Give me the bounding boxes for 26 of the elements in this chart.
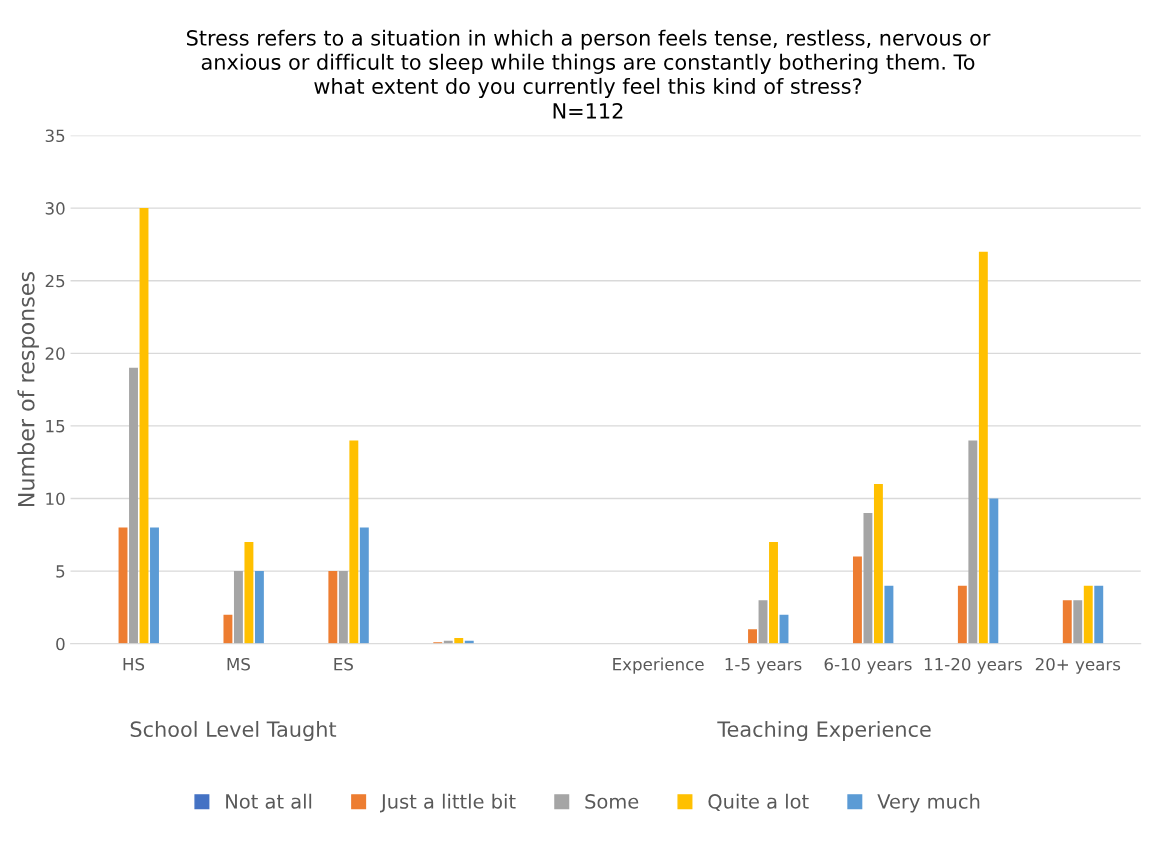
x-tick-label: 6-10 years	[824, 657, 912, 674]
x-tick-label: 20+ years	[1035, 657, 1121, 674]
legend-label: Quite a lot	[708, 793, 809, 812]
legend-label: Not at all	[226, 793, 312, 809]
chart-subtitle: N=112	[553, 103, 623, 119]
chart-title: Stress refers to a situation in which a person feels tense, restless, nervous or anxious or difficult to sleep while things are constantly bothering them. To what extent do you currently feel this kind of stress?	[186, 29, 991, 99]
legend-label: Just a little bit	[380, 793, 516, 813]
x-tick-label: Experience	[613, 657, 704, 674]
y-tick-label: 30	[45, 202, 65, 215]
y-tick-label: 25	[45, 274, 65, 288]
y-tick-label: 35	[45, 129, 65, 143]
y-tick-label: 0	[56, 637, 65, 651]
x-tick-label: MS	[227, 657, 250, 671]
y-axis-title: Number of responses	[17, 272, 39, 507]
x-tick-label: HS	[123, 657, 145, 671]
x-tick-label: ES	[334, 657, 353, 671]
y-tick-label: 10	[46, 492, 65, 506]
y-tick-label: 15	[46, 420, 65, 433]
y-tick-label: 5	[56, 565, 65, 578]
x-tick-label: 1-5 years	[725, 658, 802, 674]
text: Teaching Experience	[717, 720, 931, 742]
legend-label: Some	[585, 794, 639, 809]
text: School Level Taught	[130, 720, 337, 742]
x-tick-label: 11-20 years	[924, 657, 1022, 674]
legend-label: Very much	[877, 793, 980, 813]
y-tick-label: 20	[45, 347, 65, 360]
